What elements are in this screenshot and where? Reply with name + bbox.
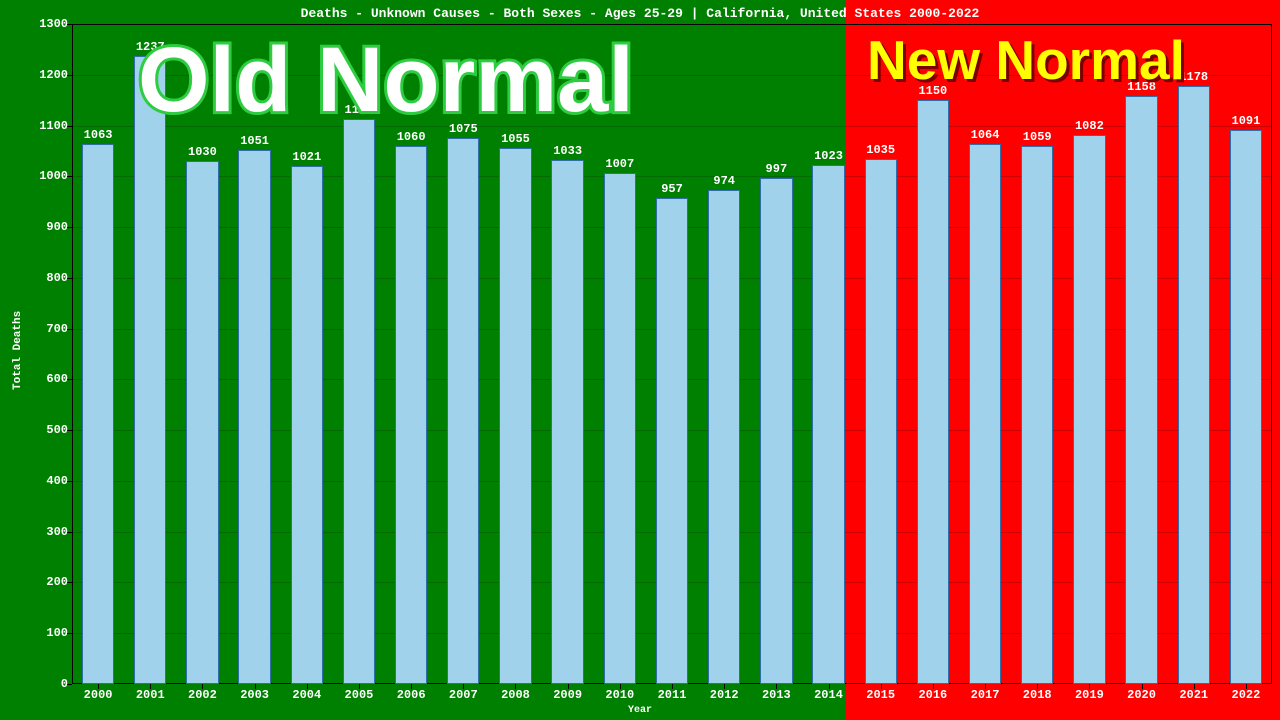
x-tick-label: 2017: [971, 688, 1000, 702]
bar-value-label: 1055: [501, 132, 530, 146]
bar-2008: [499, 148, 531, 684]
x-tick-label: 2010: [605, 688, 634, 702]
bar-value-label: 1023: [814, 149, 843, 163]
bar-2019: [1073, 135, 1105, 684]
bar-2000: [82, 144, 114, 684]
bar-2002: [186, 161, 218, 684]
old-normal-overlay: Old Normal Old Normal: [138, 28, 634, 133]
bar-value-label: 1021: [292, 150, 321, 164]
bar-value-label: 974: [713, 174, 735, 188]
x-tick-label: 2016: [918, 688, 947, 702]
x-tick-label: 2020: [1127, 688, 1156, 702]
x-tick-label: 2008: [501, 688, 530, 702]
bar-2022: [1230, 130, 1262, 684]
x-tick-label: 2000: [84, 688, 113, 702]
bar-2006: [395, 146, 427, 684]
x-tick-label: 2009: [553, 688, 582, 702]
bar-2016: [917, 100, 949, 684]
y-tick-label: 400: [46, 474, 68, 488]
bar-value-label: 1091: [1232, 114, 1261, 128]
x-tick-label: 2018: [1023, 688, 1052, 702]
y-tick-label: 1200: [39, 68, 68, 82]
x-tick-label: 2004: [292, 688, 321, 702]
y-tick-label: 800: [46, 271, 68, 285]
x-tick-label: 2012: [710, 688, 739, 702]
bar-2013: [760, 178, 792, 684]
y-tick-label: 1300: [39, 17, 68, 31]
x-tick-label: 2015: [866, 688, 895, 702]
bar-2021: [1178, 86, 1210, 684]
bar-2010: [604, 173, 636, 684]
chart-container: Deaths - Unknown Causes - Both Sexes - A…: [0, 0, 1280, 720]
bar-2001: [134, 56, 166, 684]
y-tick-label: 600: [46, 372, 68, 386]
bar-value-label: 1035: [866, 143, 895, 157]
y-tick-label: 900: [46, 220, 68, 234]
x-tick-label: 2001: [136, 688, 165, 702]
x-tick-label: 2022: [1232, 688, 1261, 702]
bar-value-label: 1033: [553, 144, 582, 158]
bar-value-label: 1150: [918, 84, 947, 98]
y-tick-label: 200: [46, 575, 68, 589]
bar-2014: [812, 165, 844, 684]
bar-value-label: 1158: [1127, 80, 1156, 94]
y-tick-label: 500: [46, 423, 68, 437]
new-normal-zone: [845, 0, 1280, 720]
bar-value-label: 1237: [136, 40, 165, 54]
x-tick-label: 2005: [345, 688, 374, 702]
y-tick-label: 1100: [39, 119, 68, 133]
y-axis-label: Total Deaths: [12, 311, 24, 390]
x-axis-label: Year: [0, 705, 1280, 716]
bar-value-label: 1059: [1023, 130, 1052, 144]
bar-2012: [708, 190, 740, 684]
y-tick-label: 0: [61, 677, 68, 691]
bar-value-label: 1178: [1179, 70, 1208, 84]
y-tick-label: 300: [46, 525, 68, 539]
bar-value-label: 997: [766, 162, 788, 176]
x-tick-label: 2006: [397, 688, 426, 702]
bar-2017: [969, 144, 1001, 684]
bar-2005: [343, 119, 375, 684]
bar-value-label: 1051: [240, 134, 269, 148]
y-tick-label: 1000: [39, 169, 68, 183]
bar-value-label: 1030: [188, 145, 217, 159]
y-tick-label: 700: [46, 322, 68, 336]
bar-2015: [865, 159, 897, 684]
bar-2003: [238, 150, 270, 684]
x-tick-label: 2019: [1075, 688, 1104, 702]
bar-value-label: 957: [661, 182, 683, 196]
bar-value-label: 1064: [971, 128, 1000, 142]
x-tick-label: 2002: [188, 688, 217, 702]
x-tick-label: 2014: [814, 688, 843, 702]
y-tick-label: 100: [46, 626, 68, 640]
bar-value-label: 1063: [84, 128, 113, 142]
x-tick-label: 2021: [1179, 688, 1208, 702]
x-tick-label: 2007: [449, 688, 478, 702]
bar-value-label: 1007: [605, 157, 634, 171]
bar-2007: [447, 138, 479, 684]
x-tick-label: 2003: [240, 688, 269, 702]
y-gridline: [72, 75, 1272, 76]
bar-2004: [291, 166, 323, 684]
bar-value-label: 1112: [345, 103, 374, 117]
chart-title: Deaths - Unknown Causes - Both Sexes - A…: [0, 6, 1280, 21]
bar-value-label: 1060: [397, 130, 426, 144]
bar-2018: [1021, 146, 1053, 684]
bar-2009: [551, 160, 583, 684]
bar-2011: [656, 198, 688, 684]
bar-value-label: 1082: [1075, 119, 1104, 133]
bar-2020: [1125, 96, 1157, 684]
bar-value-label: 1075: [449, 122, 478, 136]
x-tick-label: 2011: [658, 688, 687, 702]
x-tick-label: 2013: [762, 688, 791, 702]
